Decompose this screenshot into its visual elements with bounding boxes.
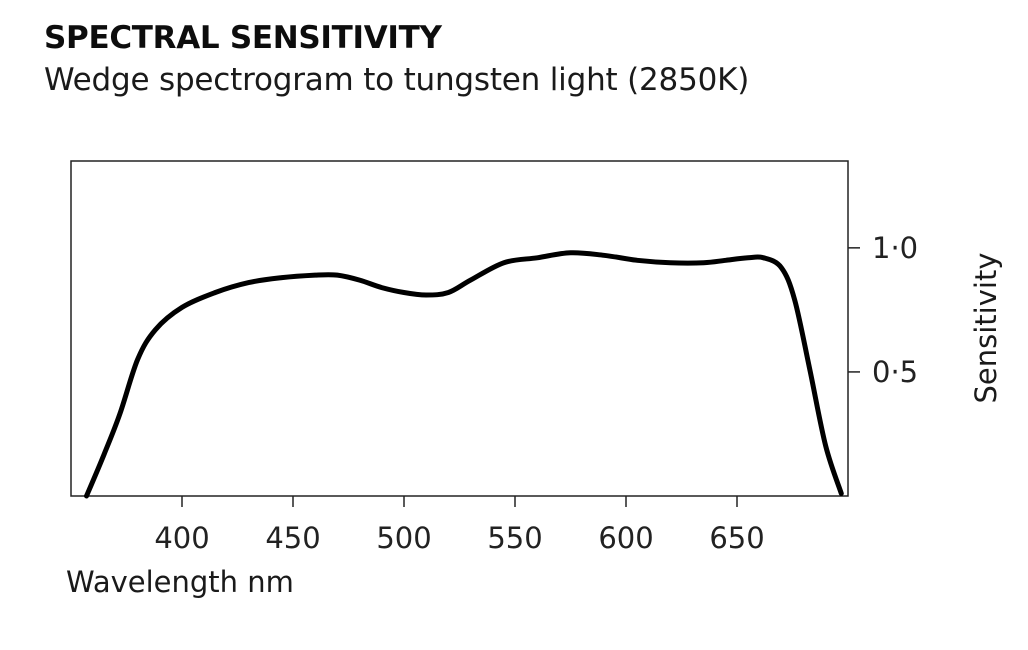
sensitivity-curve [84,250,844,499]
x-axis-title: Wavelength nm [66,565,294,599]
x-tick-label: 550 [487,521,542,555]
x-tick-label: 450 [265,521,320,555]
y-axis-title: Sensitivity [969,253,1003,404]
plot-frame [70,160,849,497]
x-tick-label: 400 [154,521,209,555]
y-axis-ticks: 1·0 0·5 [848,231,918,389]
chart-subtitle: Wedge spectrogram to tungsten light (285… [44,62,750,98]
y-tick-label: 1·0 [872,231,918,265]
y-tick-label: 0·5 [872,355,918,389]
x-tick-label: 600 [598,521,653,555]
x-tick-label: 650 [709,521,764,555]
x-tick-label: 500 [376,521,431,555]
chart-title: SPECTRAL SENSITIVITY [44,20,442,56]
x-axis-ticks: 400 450 500 550 600 650 [154,496,765,555]
